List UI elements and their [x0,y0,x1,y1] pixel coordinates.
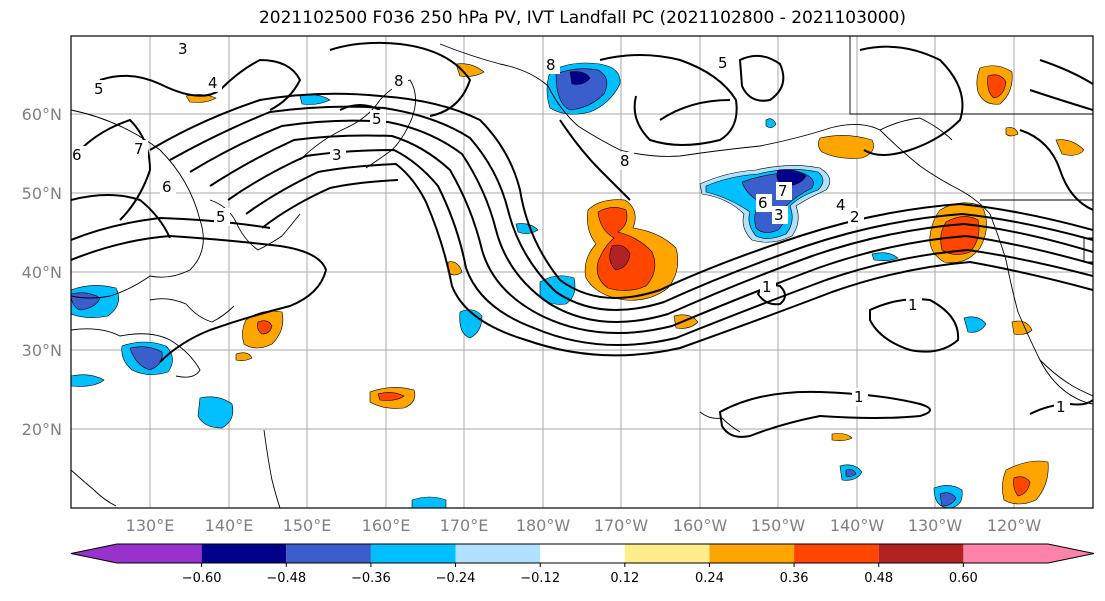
contour-label: 6 [162,178,172,196]
contour-label: 1 [1056,398,1066,416]
colorbar-tick-label: 0.12 [610,571,639,586]
colorbar-tick-label: −0.60 [182,571,222,586]
lon-label: 170°E [440,516,489,535]
colorbar-tick-label: −0.12 [520,571,560,586]
colorbar-swatch [455,544,541,563]
lon-label: 180°W [516,516,571,535]
colorbar-outline [70,543,1095,564]
colorbar-swatch [370,544,456,563]
lon-label: 160°W [673,516,728,535]
colorbar-swatch [286,544,371,563]
lat-label: 20°N [22,420,62,439]
contour-label: 3 [774,206,784,224]
lat-label: 40°N [22,263,62,282]
contour-label: 5 [94,80,104,98]
colorbar-tick-label: 0.36 [780,571,809,586]
colorbar-tick-label: 0.60 [949,571,978,586]
lon-label: 120°W [987,516,1042,535]
contour-labels: 8 8 8 5 5 5 4 3 3 6 7 6 5 4 [71,40,1070,416]
map-frame [70,35,1094,509]
longitude-labels: 130°E 140°E 150°E 160°E 170°E 180°W 170°… [126,516,1042,535]
contour-label: 8 [394,72,404,90]
contour-label: 6 [72,146,82,164]
colorbar-swatch [878,544,964,563]
contour-label: 2 [850,208,860,226]
contour-label: 8 [620,152,630,170]
contour-label: 1 [854,388,864,406]
colorbar: −0.60 −0.48 −0.36 −0.24 −0.12 0.12 0.24 0.36 0.4… [70,543,1095,586]
colorbar-tick-label: −0.24 [436,571,476,586]
colorbar-tick-label: 0.24 [695,571,724,586]
lon-label: 150°W [751,516,806,535]
contour-label: 4 [836,196,846,214]
lon-label: 150°E [283,516,332,535]
contour-label: 1 [908,296,918,314]
colorbar-swatch [540,544,625,563]
pv-contours [71,41,1093,438]
map-title: 2021102500 F036 250 hPa PV, IVT Landfall… [258,8,906,28]
colorbar-swatch [624,544,710,563]
lon-label: 160°E [362,516,411,535]
contour-label: 3 [332,146,342,164]
lon-label: 140°E [205,516,254,535]
colorbar-tick-label: 0.48 [864,571,893,586]
colorbar-swatch [963,544,1094,563]
contour-label: 1 [762,278,772,296]
lon-label: 140°W [830,516,885,535]
lon-label: 170°W [594,516,649,535]
contour-label: 5 [372,110,382,128]
lat-label: 60°N [22,105,62,124]
lat-label: 30°N [22,341,62,360]
lon-label: 130°W [908,516,963,535]
contour-label: 6 [758,194,768,212]
contour-label: 7 [778,182,788,200]
contour-label: 5 [718,54,728,72]
colorbar-swatch [71,544,202,563]
colorbar-swatch [709,544,795,563]
contour-label: 5 [216,208,226,226]
colorbar-tick-label: −0.36 [351,571,391,586]
colorbar-swatch [201,544,287,563]
contour-label: 4 [208,74,218,92]
colorbar-tick-label: −0.48 [266,571,306,586]
contour-label: 3 [178,40,188,58]
contour-label: 7 [134,140,144,158]
latitude-labels: 60°N 50°N 40°N 30°N 20°N [22,105,62,439]
contour-label: 8 [546,56,556,74]
colorbar-swatch [794,544,879,563]
lon-label: 130°E [126,516,175,535]
lat-label: 50°N [22,184,62,203]
